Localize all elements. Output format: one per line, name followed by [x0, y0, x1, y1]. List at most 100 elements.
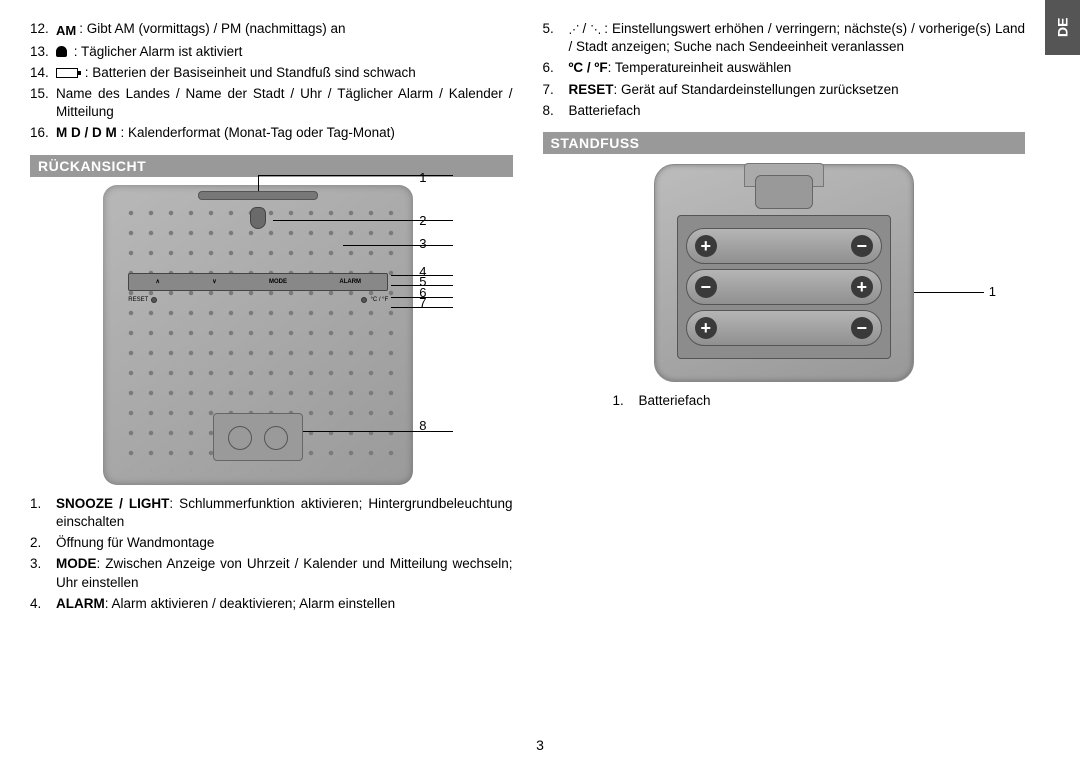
plus-icon: +: [851, 276, 873, 298]
reset-hole-icon: [151, 297, 157, 303]
item-text: Batteriefach: [569, 102, 1026, 120]
item-number: 14.: [30, 64, 56, 82]
item-text: RESET: Gerät auf Standardeinstellungen z…: [569, 81, 1026, 99]
stand-list: 1. Batteriefach: [613, 392, 1026, 410]
plus-icon: +: [695, 317, 717, 339]
bold-term: ºC / ºF: [569, 60, 608, 75]
top-right-list: 5. ⋰ / ⋱ : Einstellungswert erhöhen / ve…: [543, 20, 1026, 120]
page-number: 3: [536, 737, 544, 753]
list-item: 12. AM: Gibt AM (vormittags) / PM (nachm…: [30, 20, 513, 40]
item-text: M D / D M : Kalenderformat (Monat-Tag od…: [56, 124, 513, 142]
item-text: Öffnung für Wandmontage: [56, 534, 513, 552]
leader-line: [391, 285, 453, 286]
snooze-light-bar: [198, 191, 318, 200]
callout-numbers: 1 2 3 4 5 6 7 8: [419, 185, 439, 432]
list-item: 1. Batteriefach: [613, 392, 1026, 410]
section-header-rueckansicht: RÜCKANSICHT: [30, 155, 513, 177]
text: : Gerät auf Standardeinstellungen zurück…: [614, 82, 899, 97]
back-view-list: 1. SNOOZE / LIGHT: Schlummerfunktion akt…: [30, 495, 513, 613]
bold-term: M D / D M: [56, 125, 117, 140]
item-number: 16.: [30, 124, 56, 142]
callout: 1: [989, 284, 996, 299]
text: : Gibt AM (vormittags) / PM (nachmittags…: [79, 21, 345, 36]
item-text: ⋰ / ⋱ : Einstellungswert erhöhen / verri…: [569, 20, 1026, 56]
device-back-illustration: ∧ ∨ MODE ALARM RESET °C / °F: [103, 185, 413, 485]
item-text: : Batterien der Basiseinheit und Standfu…: [56, 64, 513, 82]
item-number: 12.: [30, 20, 56, 40]
leader-line: [343, 245, 453, 246]
item-text: MODE: Zwischen Anzeige von Uhrzeit / Kal…: [56, 555, 513, 591]
item-number: 7.: [543, 81, 569, 99]
callout: 3: [419, 237, 439, 250]
diagram-stand: + − − + + − 1: [543, 162, 1026, 382]
text: : Alarm aktivieren / deaktivieren; Alarm…: [105, 596, 395, 611]
item-number: 2.: [30, 534, 56, 552]
item-text: ALARM: Alarm aktivieren / deaktivieren; …: [56, 595, 513, 613]
separator: /: [579, 21, 591, 36]
leader-line: [303, 431, 453, 432]
text: : Kalenderformat (Monat-Tag oder Tag-Mon…: [117, 125, 395, 140]
decrease-icon: ⋱: [590, 24, 600, 36]
stand-clip: [755, 175, 813, 209]
plus-icon: +: [695, 235, 717, 257]
text: : Temperatureinheit auswählen: [608, 60, 792, 75]
item-text: : Täglicher Alarm ist aktiviert: [56, 43, 513, 61]
callout: 1: [419, 171, 439, 184]
mode-label: MODE: [269, 279, 287, 285]
button-strip: ∧ ∨ MODE ALARM: [128, 273, 388, 291]
item-number: 15.: [30, 85, 56, 121]
item-number: 5.: [543, 20, 569, 56]
item-number: 1.: [613, 392, 639, 410]
item-number: 1.: [30, 495, 56, 531]
bold-term: RESET: [569, 82, 614, 97]
down-button-icon: ∨: [212, 278, 216, 285]
right-column: 5. ⋰ / ⋱ : Einstellungswert erhöhen / ve…: [543, 20, 1051, 751]
item-text: SNOOZE / LIGHT: Schlummerfunktion aktivi…: [56, 495, 513, 531]
diagram-backview: ∧ ∨ MODE ALARM RESET °C / °F: [30, 185, 513, 485]
language-tab: DE: [1045, 0, 1080, 55]
text: : Batterien der Basiseinheit und Standfu…: [85, 65, 416, 80]
text: : Einstellungswert erhöhen / verringern;…: [569, 21, 1026, 54]
battery-compartment: + − − + + −: [677, 215, 891, 359]
battery-cell: + −: [686, 310, 882, 346]
cf-label: °C / °F: [370, 297, 388, 303]
leader-line: [914, 292, 984, 293]
leader-line: [391, 297, 453, 298]
list-item: 1. SNOOZE / LIGHT: Schlummerfunktion akt…: [30, 495, 513, 531]
minus-icon: −: [851, 317, 873, 339]
item-text: Batteriefach: [639, 392, 1026, 410]
list-item: 2. Öffnung für Wandmontage: [30, 534, 513, 552]
item-number: 4.: [30, 595, 56, 613]
am-pm-icon: AM: [56, 22, 76, 40]
item-text: Name des Landes / Name der Stadt / Uhr /…: [56, 85, 513, 121]
list-item: 16. M D / D M : Kalenderformat (Monat-Ta…: [30, 124, 513, 142]
bold-term: SNOOZE / LIGHT: [56, 496, 169, 511]
item-number: 3.: [30, 555, 56, 591]
increase-icon: ⋰: [569, 24, 579, 36]
list-item: 4. ALARM: Alarm aktivieren / deaktiviere…: [30, 595, 513, 613]
text: : Täglicher Alarm ist aktiviert: [74, 44, 243, 59]
leader-line: [391, 275, 453, 276]
item-text: AM: Gibt AM (vormittags) / PM (nachmitta…: [56, 20, 513, 40]
bold-term: MODE: [56, 556, 97, 571]
alarm-label: ALARM: [339, 279, 361, 285]
text: : Zwischen Anzeige von Uhrzeit / Kalende…: [56, 556, 513, 589]
list-item: 7. RESET: Gerät auf Standardeinstellunge…: [543, 81, 1026, 99]
battery-door: [213, 413, 303, 461]
leader-line: [391, 307, 453, 308]
battery-cell: + −: [686, 228, 882, 264]
top-left-list: 12. AM: Gibt AM (vormittags) / PM (nachm…: [30, 20, 513, 143]
leader-line: [258, 175, 453, 176]
list-item: 8. Batteriefach: [543, 102, 1026, 120]
item-number: 13.: [30, 43, 56, 61]
leader-line: [273, 220, 453, 221]
list-item: 14. : Batterien der Basiseinheit und Sta…: [30, 64, 513, 82]
item-number: 6.: [543, 59, 569, 77]
section-header-standfuss: STANDFUSS: [543, 132, 1026, 154]
list-item: 13. : Täglicher Alarm ist aktiviert: [30, 43, 513, 61]
item-number: 8.: [543, 102, 569, 120]
wall-mount-hole: [250, 207, 266, 229]
item-text: ºC / ºF: Temperatureinheit auswählen: [569, 59, 1026, 77]
leader-line: [258, 175, 259, 191]
reset-cf-row: RESET °C / °F: [128, 297, 388, 303]
